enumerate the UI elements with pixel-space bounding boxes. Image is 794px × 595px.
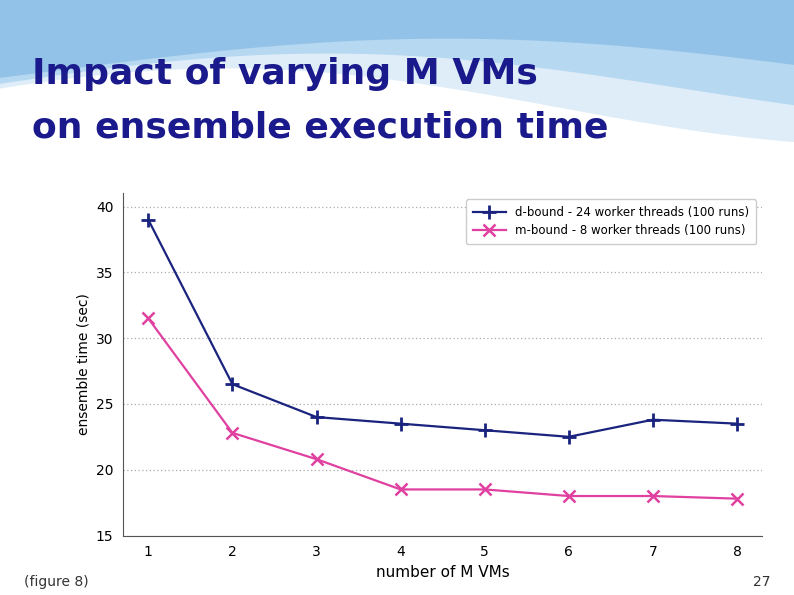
- m-bound - 8 worker threads (100 runs): [564, 493, 573, 500]
- Legend: d-bound - 24 worker threads (100 runs), m-bound - 8 worker threads (100 runs): d-bound - 24 worker threads (100 runs), …: [465, 199, 757, 244]
- m-bound - 8 worker threads (100 runs): [228, 430, 237, 437]
- Text: on ensemble execution time: on ensemble execution time: [32, 111, 608, 145]
- d-bound - 24 worker threads (100 runs): [144, 216, 153, 223]
- d-bound - 24 worker threads (100 runs): [228, 381, 237, 388]
- Text: Impact of varying M VMs: Impact of varying M VMs: [32, 57, 538, 92]
- d-bound - 24 worker threads (100 runs): [732, 420, 742, 427]
- Y-axis label: ensemble time (sec): ensemble time (sec): [76, 293, 91, 436]
- m-bound - 8 worker threads (100 runs): [312, 456, 322, 463]
- Line: d-bound - 24 worker threads (100 runs): d-bound - 24 worker threads (100 runs): [141, 213, 744, 444]
- m-bound - 8 worker threads (100 runs): [648, 493, 657, 500]
- d-bound - 24 worker threads (100 runs): [564, 433, 573, 440]
- Polygon shape: [0, 0, 794, 78]
- m-bound - 8 worker threads (100 runs): [480, 486, 489, 493]
- Text: 27: 27: [753, 575, 770, 589]
- Line: m-bound - 8 worker threads (100 runs): m-bound - 8 worker threads (100 runs): [142, 312, 743, 505]
- m-bound - 8 worker threads (100 runs): [732, 495, 742, 502]
- X-axis label: number of M VMs: number of M VMs: [376, 565, 510, 580]
- d-bound - 24 worker threads (100 runs): [648, 416, 657, 423]
- m-bound - 8 worker threads (100 runs): [396, 486, 406, 493]
- Polygon shape: [0, 0, 794, 142]
- d-bound - 24 worker threads (100 runs): [312, 414, 322, 421]
- Text: (figure 8): (figure 8): [24, 575, 88, 589]
- d-bound - 24 worker threads (100 runs): [396, 420, 406, 427]
- Polygon shape: [0, 0, 794, 105]
- d-bound - 24 worker threads (100 runs): [480, 427, 489, 434]
- m-bound - 8 worker threads (100 runs): [144, 315, 153, 322]
